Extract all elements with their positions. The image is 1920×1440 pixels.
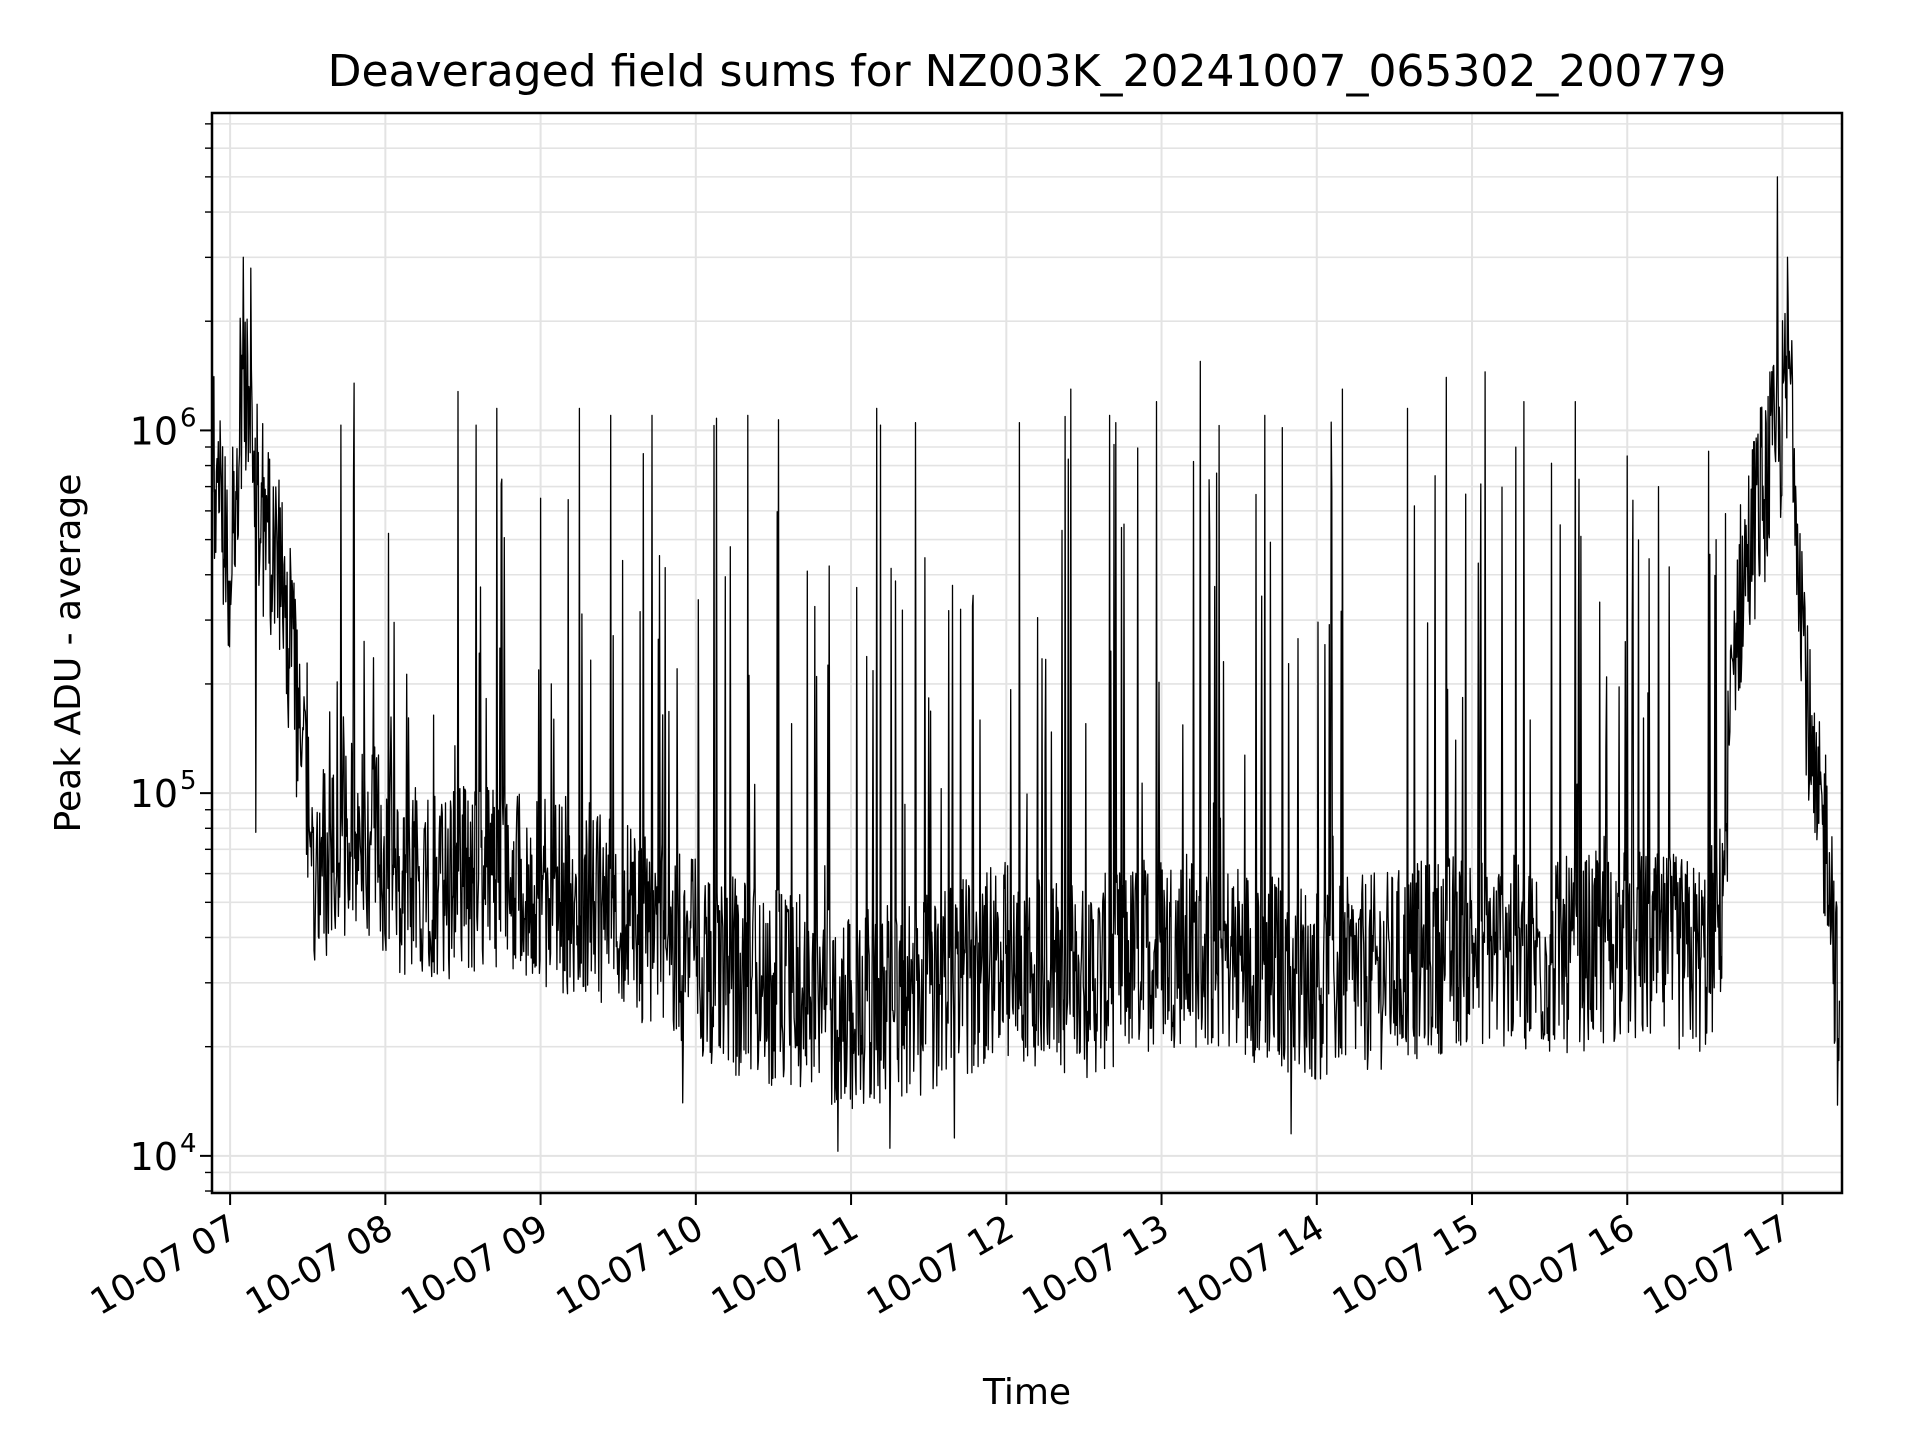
x-axis-label: Time [982, 1372, 1071, 1413]
y-tick-label: 10 [130, 1135, 178, 1179]
x-tick-label: 10-07 08 [239, 1207, 400, 1323]
x-tick-label: 10-07 07 [84, 1207, 245, 1323]
plot-frame [210, 111, 1844, 1195]
y-axis-label: Peak ADU - average [48, 474, 89, 833]
x-tick-label: 10-07 16 [1481, 1207, 1642, 1323]
x-tick-label: 10-07 13 [1015, 1207, 1176, 1323]
x-tick-label: 10-07 17 [1636, 1207, 1797, 1323]
y-tick-exponent: 5 [180, 766, 197, 796]
y-tick-label: 10 [130, 772, 178, 816]
y-tick-exponent: 4 [180, 1129, 197, 1159]
x-tick-label: 10-07 15 [1326, 1207, 1487, 1323]
series-line [211, 176, 1841, 1152]
x-tick-label: 10-07 09 [394, 1207, 555, 1323]
data-line [211, 176, 1841, 1152]
chart-title: Deaveraged field sums for NZ003K_2024100… [328, 46, 1727, 97]
x-tick-label: 10-07 11 [705, 1207, 866, 1323]
y-tick-label: 10 [130, 409, 178, 453]
y-tick-exponent: 6 [180, 403, 197, 433]
x-tick-label: 10-07 12 [860, 1207, 1021, 1323]
x-tick-label: 10-07 10 [550, 1207, 711, 1323]
x-tick-label: 10-07 14 [1171, 1207, 1332, 1323]
